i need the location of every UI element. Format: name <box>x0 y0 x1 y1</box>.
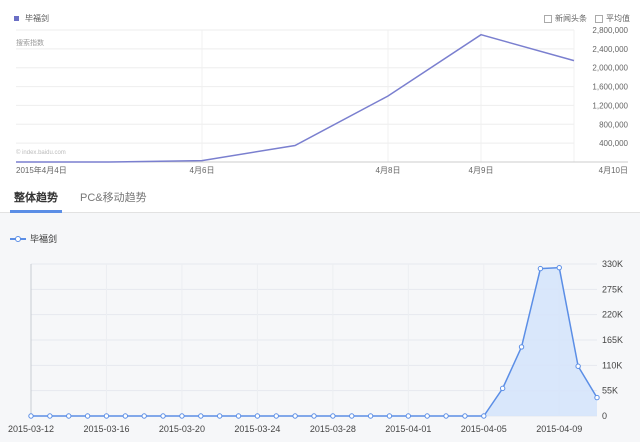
legend-line-marker-icon <box>10 234 26 244</box>
bottom-data-point <box>575 363 581 369</box>
bottom-x-tick-label: 2015-03-16 <box>83 424 129 434</box>
bottom-data-point <box>481 413 487 419</box>
bottom-data-point <box>424 413 430 419</box>
bottom-y-tick-label: 55K <box>602 386 618 396</box>
bottom-legend-label: 毕福剑 <box>30 234 58 244</box>
news-headline-label: 新闻头条 <box>555 14 587 23</box>
bottom-data-point <box>84 413 91 419</box>
bottom-y-tick-label: 0 <box>602 411 607 421</box>
bottom-data-point <box>386 413 393 419</box>
bottom-series-area <box>31 267 597 416</box>
bottom-y-tick-label: 165K <box>602 335 623 345</box>
bottom-data-point <box>273 413 279 419</box>
bottom-data-point <box>311 413 317 419</box>
bottom-data-point <box>462 413 468 419</box>
top-x-tick-label: 4月10日 <box>599 166 628 175</box>
bottom-y-tick-label: 330K <box>602 259 623 269</box>
top-y-tick-label: 2,400,000 <box>592 45 628 54</box>
bottom-x-tick-label: 2015-03-28 <box>310 424 356 434</box>
bottom-data-point <box>179 413 185 419</box>
bottom-data-point <box>367 413 374 419</box>
bottom-data-point <box>235 413 242 419</box>
bottom-x-tick-label: 2015-03-20 <box>159 424 205 434</box>
bottom-data-point <box>499 385 506 392</box>
top-y-title: 搜索指数 <box>16 40 44 47</box>
bottom-data-point <box>160 413 166 419</box>
top-options: 新闻头条 平均值 <box>544 13 630 24</box>
top-y-tick-label: 2,800,000 <box>592 26 628 35</box>
bottom-data-point <box>198 413 204 419</box>
top-y-tick-label: 2,000,000 <box>592 64 628 73</box>
news-headline-checkbox[interactable]: 新闻头条 <box>544 13 587 24</box>
bottom-data-point <box>254 413 261 419</box>
top-x-tick-label: 2015年4月4日 <box>16 165 67 175</box>
bottom-y-tick-label: 220K <box>602 310 623 320</box>
top-series-line <box>16 33 575 163</box>
bottom-data-point <box>47 413 53 419</box>
bottom-data-point <box>556 264 562 271</box>
bottom-data-point <box>330 413 336 419</box>
bottom-data-point <box>537 265 544 272</box>
bottom-data-point <box>518 344 525 350</box>
checkbox-icon <box>595 14 603 23</box>
bottom-data-point <box>405 413 412 419</box>
bottom-x-tick-label: 2015-04-05 <box>461 424 507 434</box>
bottom-legend[interactable]: 毕福剑 <box>10 232 57 245</box>
bottom-data-point <box>349 413 355 419</box>
bottom-y-tick-label: 275K <box>602 284 623 294</box>
tab-overall-trend[interactable]: 整体趋势 <box>14 192 58 204</box>
bottom-x-tick-label: 2015-04-09 <box>536 424 582 434</box>
bottom-data-point <box>103 413 110 419</box>
tab-bar: 整体趋势 PC&移动趋势 <box>0 180 640 213</box>
average-label: 平均值 <box>606 14 630 23</box>
bottom-data-point <box>594 394 600 401</box>
bottom-data-point <box>66 413 72 419</box>
top-chart: 400,000 800,000 1,200,000 1,600,000 2,000,00… <box>16 26 629 175</box>
bottom-x-tick-label: 2015-03-12 <box>8 424 54 434</box>
watermark: © index.baidu.com <box>16 150 66 156</box>
top-legend: 毕福剑 <box>14 13 49 24</box>
bottom-data-point <box>216 413 223 419</box>
bottom-y-tick-label: 110K <box>602 360 622 370</box>
average-checkbox[interactable]: 平均值 <box>595 13 630 24</box>
top-x-tick-label: 4月8日 <box>376 166 401 175</box>
top-legend-label: 毕福剑 <box>25 14 49 23</box>
active-tab-underline <box>10 210 62 213</box>
top-x-tick-label: 4月9日 <box>469 166 494 175</box>
bottom-data-point <box>28 413 34 419</box>
bottom-x-tick-label: 2015-04-01 <box>385 424 431 434</box>
bottom-data-point <box>141 413 147 419</box>
top-y-tick-label: 1,600,000 <box>592 83 628 92</box>
tab-pc-mobile-trend[interactable]: PC&移动趋势 <box>80 192 147 204</box>
top-y-tick-label: 1,200,000 <box>592 101 628 110</box>
bottom-data-point <box>292 413 298 419</box>
top-x-tick-label: 4月6日 <box>190 166 215 175</box>
bottom-data-point <box>122 413 129 419</box>
legend-swatch <box>14 16 19 21</box>
checkbox-icon <box>544 14 552 23</box>
top-y-tick-label: 800,000 <box>599 120 628 129</box>
bottom-x-tick-label: 2015-03-24 <box>234 424 280 434</box>
top-y-tick-label: 400,000 <box>599 139 628 148</box>
bottom-data-point <box>443 413 449 419</box>
